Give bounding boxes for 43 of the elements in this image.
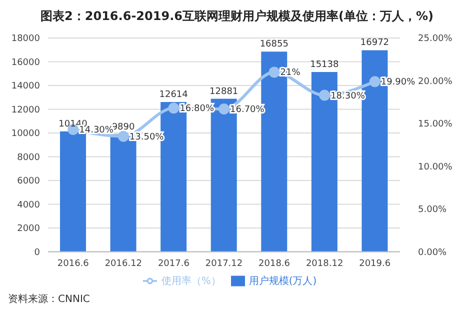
y2-tick-label: 15.00%	[418, 120, 453, 130]
y-tick-label: 6000	[17, 176, 40, 187]
x-tick-label: 2018.12	[306, 259, 344, 270]
x-tick-label: 2017.12	[205, 259, 243, 270]
legend-label: 用户规模(万人)	[248, 276, 317, 287]
y2-tick-label: 25.00%	[418, 34, 453, 44]
y-tick-label: 16000	[11, 58, 40, 68]
y2-tick-label: 0.00%	[418, 248, 448, 258]
data-label: 15138	[310, 60, 340, 70]
y-tick-label: 0	[34, 248, 40, 258]
data-label: 14.30%	[79, 125, 114, 136]
point	[369, 76, 380, 88]
point	[118, 130, 129, 142]
data-label: 16.80%	[180, 104, 214, 114]
y2-tick-label: 20.00%	[418, 76, 453, 87]
point	[168, 102, 180, 114]
text: 资料来源：CNNIC	[8, 292, 91, 306]
data-label: 21%	[280, 68, 301, 78]
y-tick-label: 4000	[17, 200, 40, 210]
y-tick-label: 2000	[17, 224, 40, 234]
x-tick-label: 2018.6	[258, 259, 290, 270]
x-tick-label: 2017.6	[158, 259, 190, 270]
y-tick-label: 18000	[11, 34, 40, 44]
data-label: 12881	[210, 86, 238, 97]
chart-title: 图表2：2016.6-2019.6互联网理财用户规模及使用率(单位：万人，%)	[40, 8, 434, 25]
data-label: 16855	[260, 40, 288, 50]
data-label: 12614	[159, 90, 188, 100]
x-tick-label: 2016.12	[104, 259, 142, 270]
point	[218, 103, 230, 114]
point	[319, 90, 330, 101]
legend-label: 使用率（%）	[161, 276, 221, 287]
x-tick-label: 2016.6	[57, 259, 90, 270]
data-label: 16972	[360, 38, 390, 48]
y-tick-label: 10000	[11, 129, 40, 140]
data-label: 9890	[112, 122, 136, 132]
bar	[60, 131, 86, 252]
y-tick-label: 14000	[11, 82, 40, 92]
y2-tick-label: 5.00%	[418, 205, 448, 216]
point	[268, 66, 280, 78]
y-tick-label: 12000	[11, 105, 40, 116]
x-tick-label: 2019.6	[359, 259, 391, 270]
y-tick-label: 8000	[17, 152, 40, 163]
y2-tick-label: 10.00%	[418, 162, 453, 172]
